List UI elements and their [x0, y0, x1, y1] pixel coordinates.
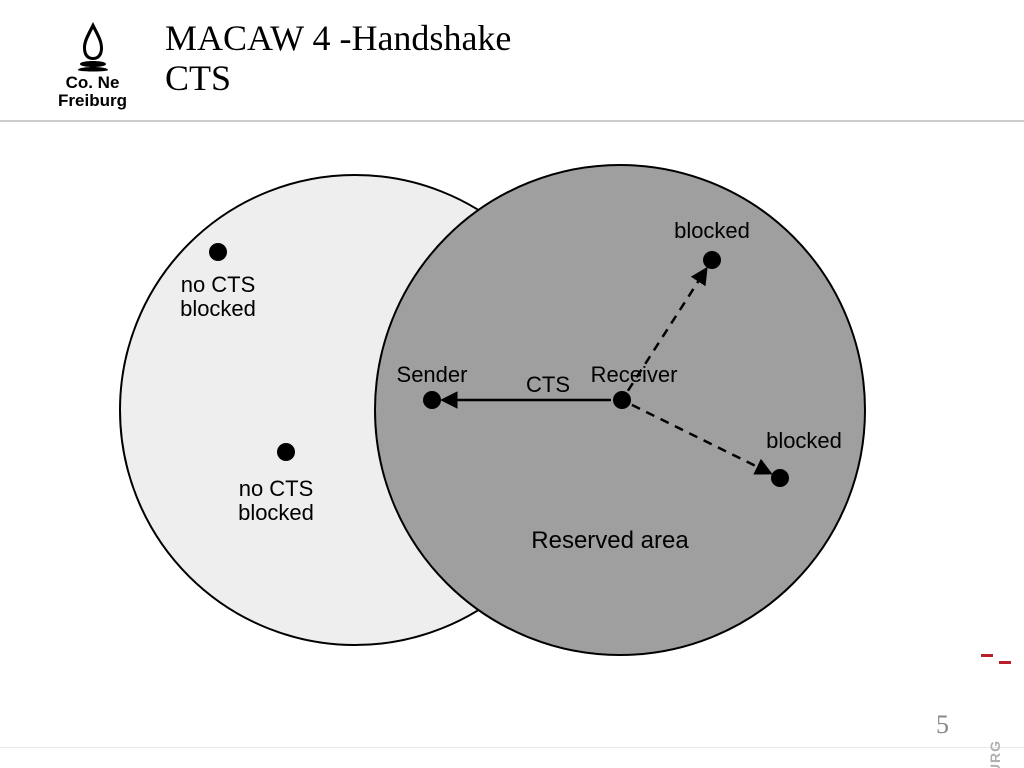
svg-text:blocked: blocked	[238, 500, 314, 525]
handshake-diagram: CTSno CTSblockedno CTSblockedSenderRecei…	[0, 0, 1024, 768]
svg-text:no CTS: no CTS	[239, 476, 314, 501]
svg-text:blocked: blocked	[674, 218, 750, 243]
uni-freiburg-logo: UNI FREIBURG	[974, 740, 1002, 768]
svg-text:CTS: CTS	[526, 372, 570, 397]
svg-text:Reserved area: Reserved area	[531, 527, 689, 554]
svg-text:Receiver: Receiver	[591, 362, 678, 387]
slide-number: 5	[936, 710, 949, 740]
svg-text:Sender: Sender	[397, 362, 468, 387]
svg-text:no CTS: no CTS	[181, 272, 256, 297]
svg-text:blocked: blocked	[180, 296, 256, 321]
uni-line2: FREIBURG	[987, 740, 1003, 768]
footer-accent-icon	[981, 654, 1011, 664]
svg-text:blocked: blocked	[766, 428, 842, 453]
footer-rule	[0, 747, 1024, 748]
